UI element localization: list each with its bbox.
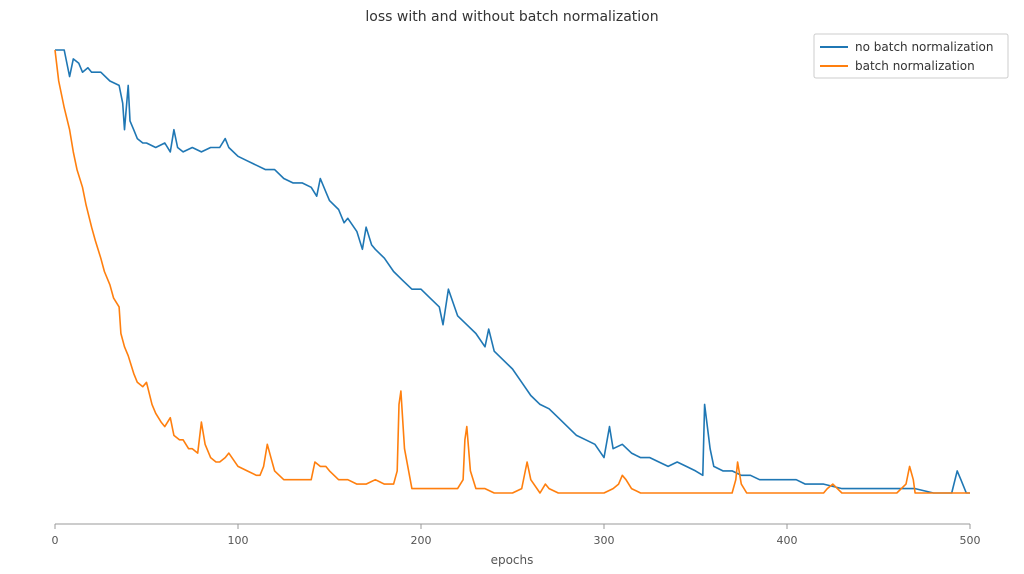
x-tick-label: 200	[411, 534, 432, 547]
x-tick-label: 300	[594, 534, 615, 547]
legend-label-bn: batch normalization	[855, 59, 975, 73]
legend: no batch normalization batch normalizati…	[813, 33, 1009, 79]
x-tick-label: 400	[777, 534, 798, 547]
series-layer	[54, 49, 970, 494]
legend-box	[813, 33, 1009, 79]
series-line-batch-normalization	[54, 49, 970, 494]
x-tick-label: 500	[960, 534, 981, 547]
x-tick-label: 0	[52, 534, 59, 547]
chart-title: loss with and without batch normalizatio…	[365, 9, 658, 25]
legend-label-no-bn: no batch normalization	[855, 40, 993, 54]
x-tick-label: 100	[228, 534, 249, 547]
x-axis-ticks: 0 100 200 300 400 500	[52, 524, 981, 547]
series-line-no-batch-normalization	[55, 49, 970, 494]
x-axis-label: epochs	[491, 553, 534, 567]
